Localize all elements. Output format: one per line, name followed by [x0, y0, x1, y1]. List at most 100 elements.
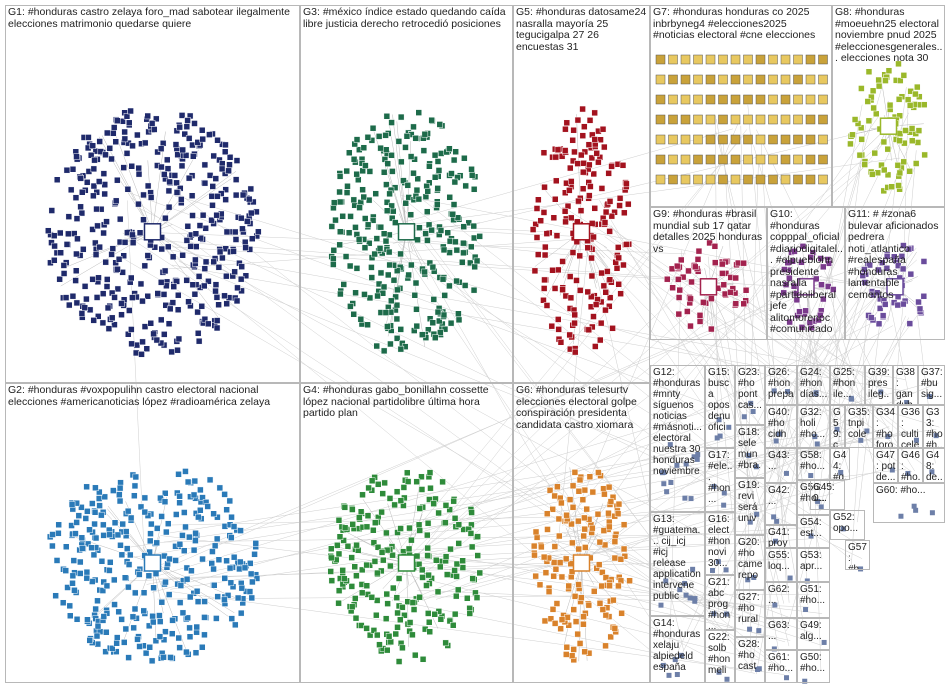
node: [357, 316, 365, 323]
node: [431, 174, 439, 181]
node: [185, 174, 193, 182]
node: [591, 205, 598, 212]
edge: [409, 238, 587, 258]
node: [153, 115, 160, 123]
node: [920, 293, 928, 300]
group-panel: G36: culti cele...: [898, 405, 923, 448]
node: [573, 277, 580, 284]
edge: [429, 468, 906, 528]
node: [676, 286, 684, 294]
group-label: G26: #hon prepa...: [768, 367, 794, 404]
node: [755, 74, 766, 85]
group-label: G2: #honduras #voxpopulihn castro electo…: [8, 384, 271, 408]
group-panel: G16: elect #hon novi 30...: [705, 512, 735, 575]
node: [585, 326, 593, 334]
node: [92, 251, 100, 258]
node: [166, 305, 174, 313]
node: [104, 304, 112, 312]
node: [114, 117, 121, 124]
node: [184, 223, 192, 230]
node: [718, 94, 728, 105]
node: [50, 232, 58, 239]
node: [907, 270, 915, 278]
node: [413, 186, 421, 194]
node: [805, 74, 816, 85]
node: [161, 267, 169, 275]
edge: [599, 200, 729, 421]
node: [410, 169, 417, 177]
node: [210, 258, 217, 266]
edge: [717, 271, 892, 603]
edge: [152, 562, 229, 618]
node: [339, 213, 346, 220]
node: [693, 174, 703, 185]
node: [617, 290, 624, 297]
edge: [146, 431, 908, 585]
group-panel: G19: revi será univ: [735, 478, 765, 535]
node: [861, 279, 869, 286]
node: [574, 160, 581, 167]
edge: [156, 232, 719, 544]
node: [85, 134, 92, 141]
group-label: G54: est...: [800, 517, 822, 539]
node: [330, 199, 338, 206]
edge: [741, 156, 759, 625]
edge: [709, 294, 785, 604]
node: [199, 135, 206, 143]
node: [571, 319, 578, 327]
node: [125, 119, 133, 127]
node: [730, 174, 741, 185]
node: [451, 178, 459, 186]
node: [668, 74, 678, 85]
node: [561, 147, 569, 154]
node: [222, 141, 229, 149]
node: [768, 74, 778, 85]
node: [460, 249, 467, 257]
node: [380, 169, 388, 176]
node: [694, 256, 702, 263]
node: [355, 236, 363, 243]
node: [743, 94, 753, 105]
node: [340, 281, 348, 288]
node: [793, 114, 803, 125]
node: [579, 105, 586, 113]
group-label: G41: proy #ho...: [768, 527, 790, 548]
node: [232, 176, 240, 183]
node: [242, 272, 250, 280]
node: [884, 145, 892, 153]
node: [178, 112, 186, 119]
node: [223, 272, 230, 280]
node: [818, 174, 828, 185]
group-label: G7: #honduras honduras co 2025 inbrbyneg…: [653, 6, 816, 41]
node: [73, 153, 80, 160]
node: [384, 271, 392, 279]
node: [590, 170, 597, 178]
node: [364, 221, 372, 229]
node: [453, 246, 461, 254]
node: [531, 267, 539, 275]
node: [199, 211, 207, 219]
node: [128, 340, 135, 348]
group-panel: G54: est...: [797, 515, 830, 548]
hub-node: [699, 278, 718, 296]
node: [111, 294, 118, 301]
node: [394, 286, 401, 294]
group-label: G42: ...: [768, 485, 790, 507]
group-panel: G24: #hon días...: [797, 365, 830, 405]
group-label: G49: alg...: [800, 620, 822, 642]
group-panel: G12: #honduras #mnty síguenos noticias #…: [650, 365, 705, 512]
node: [194, 139, 202, 146]
group-panel: G32: holi #ho...: [797, 405, 830, 448]
node: [730, 54, 741, 65]
node: [216, 248, 224, 256]
node: [247, 185, 255, 193]
node: [426, 163, 433, 170]
node: [170, 283, 178, 290]
node: [173, 189, 181, 196]
node: [437, 227, 445, 234]
node: [541, 251, 549, 259]
node: [818, 94, 828, 105]
node: [868, 93, 875, 101]
node: [866, 261, 874, 269]
node: [388, 119, 395, 126]
